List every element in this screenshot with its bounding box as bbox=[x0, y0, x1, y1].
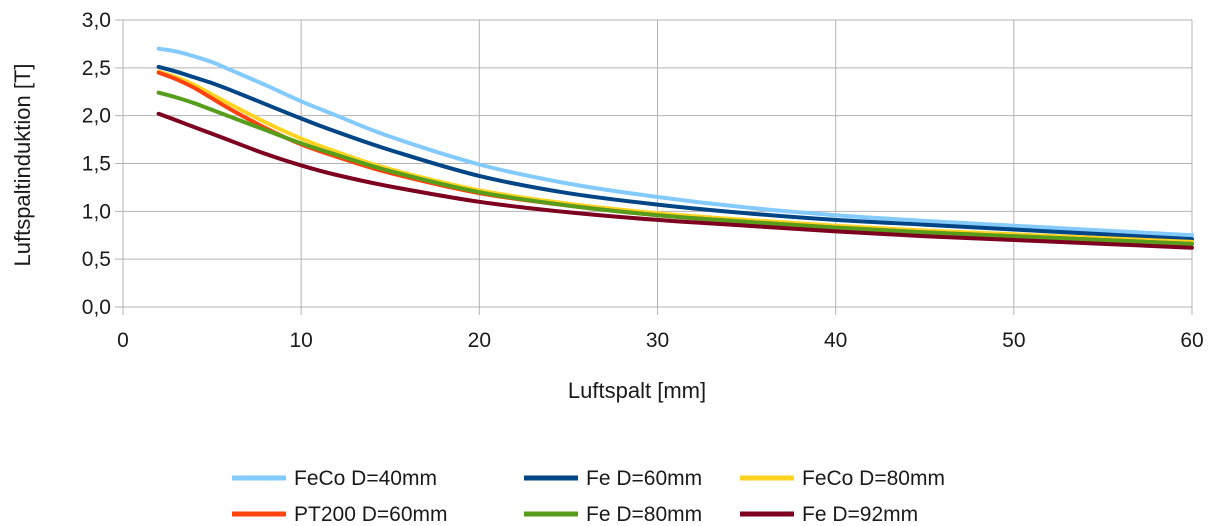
y-tick-label: 1,5 bbox=[82, 153, 111, 176]
x-tick-label: 30 bbox=[646, 329, 669, 352]
x-tick-label: 0 bbox=[117, 329, 129, 352]
x-tick-label: 50 bbox=[1002, 329, 1025, 352]
series-line bbox=[156, 46, 1194, 238]
y-tick-label: 0,0 bbox=[82, 296, 111, 319]
series-line bbox=[156, 90, 1194, 246]
series-line bbox=[156, 64, 1194, 242]
x-tick-label: 10 bbox=[289, 329, 312, 352]
series-line bbox=[156, 111, 1194, 250]
series-lines bbox=[156, 46, 1194, 250]
legend-label: FeCo D=80mm bbox=[802, 467, 945, 490]
x-tick-label: 60 bbox=[1180, 329, 1203, 352]
legend-label: Fe D=80mm bbox=[586, 503, 702, 526]
y-axis-ticks: 0,0 0,5 1,0 1,5 2,0 2,5 3,0 bbox=[82, 9, 111, 319]
y-tick-label: 2,0 bbox=[82, 105, 111, 128]
y-tick-label: 1,0 bbox=[82, 200, 111, 223]
x-tick-label: 20 bbox=[468, 329, 491, 352]
x-axis-ticks: 0 10 20 30 40 50 60 bbox=[117, 329, 1204, 352]
grid bbox=[115, 19, 1193, 315]
y-tick-label: 2,5 bbox=[82, 57, 111, 80]
legend-label: PT200 D=60mm bbox=[294, 503, 447, 526]
legend-label: Fe D=92mm bbox=[802, 503, 918, 526]
legend-label: FeCo D=40mm bbox=[294, 467, 437, 490]
legend-label: Fe D=60mm bbox=[586, 467, 702, 490]
legend: FeCo D=40mm Fe D=60mm FeCo D=80mm PT200 D=6… bbox=[232, 467, 945, 526]
x-axis-title: Luftspalt [mm] bbox=[568, 378, 706, 403]
x-tick-label: 40 bbox=[824, 329, 847, 352]
y-tick-label: 0,5 bbox=[82, 248, 111, 271]
y-axis-title: Luftspaltinduktion [T] bbox=[10, 63, 35, 266]
y-tick-label: 3,0 bbox=[82, 9, 111, 32]
